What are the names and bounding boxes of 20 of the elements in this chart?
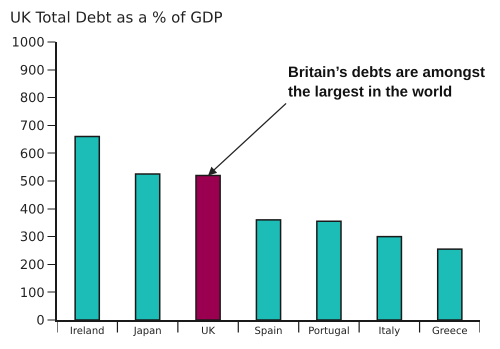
y-tick-label: 100 <box>20 286 45 301</box>
x-tick-label: Italy <box>378 326 400 337</box>
y-tick-label: 800 <box>20 91 45 106</box>
x-tick-label: Spain <box>254 326 282 337</box>
annotation: Britain’s debts are amongst the largest in the world <box>288 64 485 100</box>
y-tick-label: 600 <box>20 146 45 162</box>
y-tick-label: 0 <box>36 314 45 329</box>
y-tick-label: 900 <box>20 63 45 78</box>
x-tick-label: Greece <box>432 326 468 337</box>
y-tick-label: 300 <box>20 230 45 246</box>
x-tick-label: UK <box>201 326 216 337</box>
y-tick-label: 1000 <box>12 36 45 51</box>
x-tick-label: Portugal <box>308 326 350 337</box>
x-tick-label: Japan <box>132 326 162 337</box>
y-tick-label: 700 <box>20 118 45 134</box>
y-tick-label: 200 <box>20 258 45 273</box>
y-tick-label: 400 <box>20 202 45 218</box>
y-tick-label: 500 <box>20 174 45 190</box>
chart-title: UK Total Debt as a % of GDP <box>10 8 223 27</box>
x-tick-label: Ireland <box>70 326 105 337</box>
